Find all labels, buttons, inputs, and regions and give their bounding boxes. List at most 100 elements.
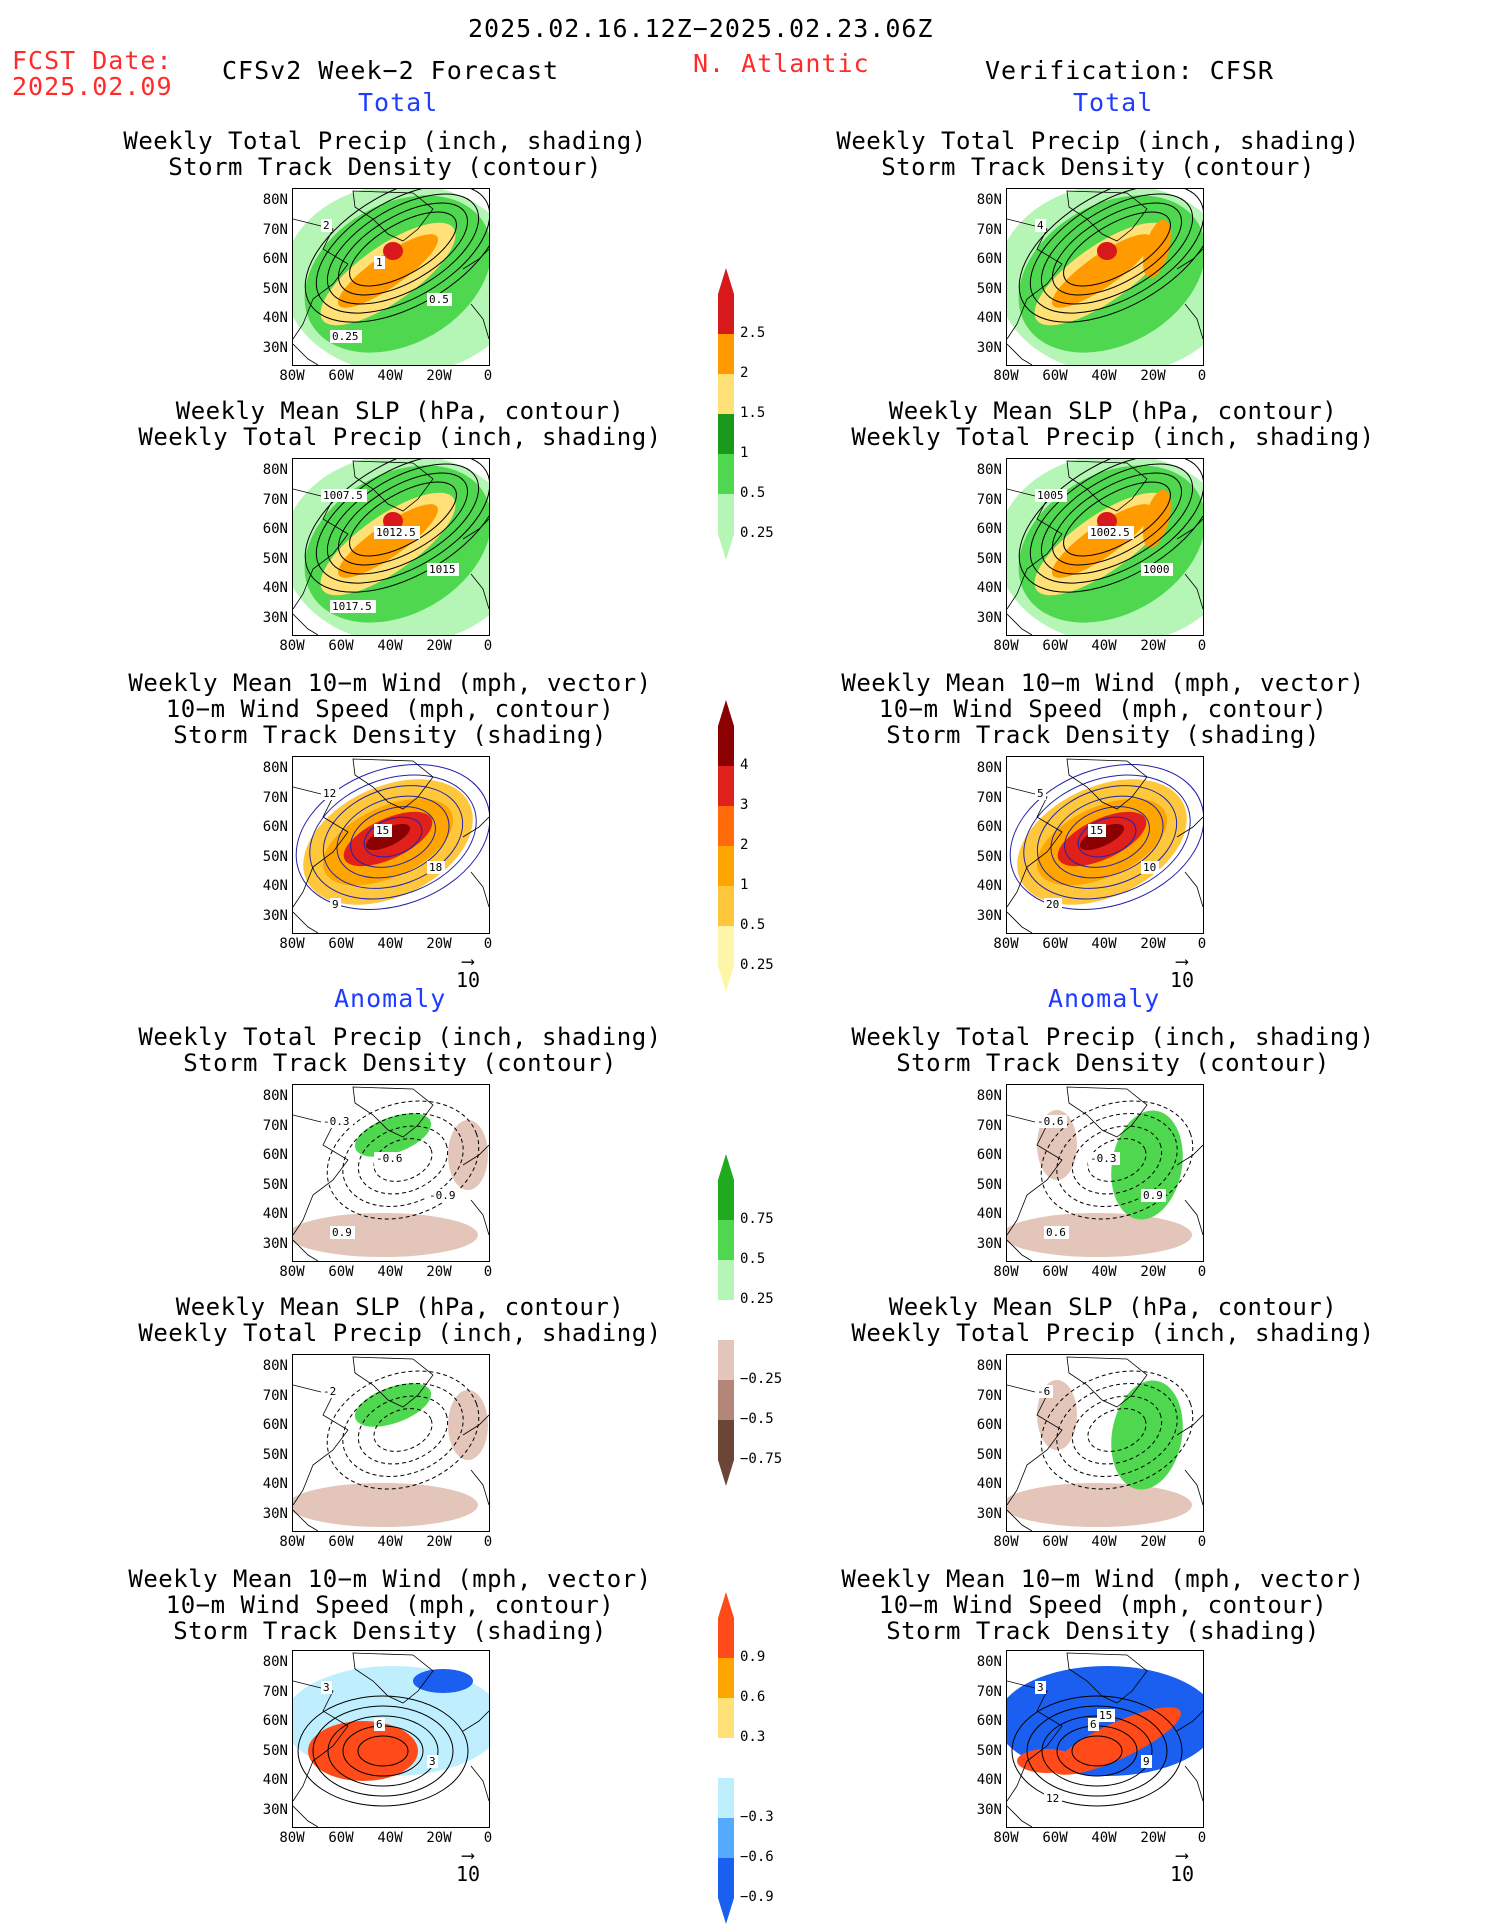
contour-label-bg [374, 1718, 385, 1731]
contour-label-bg [321, 1681, 332, 1694]
anom-track-extra [1017, 1749, 1077, 1773]
coastline-4 [293, 1239, 319, 1261]
arrow-right-icon: ⟶ [1176, 951, 1188, 972]
region-title: N. Atlantic [693, 49, 870, 78]
coastline-4 [1007, 1805, 1033, 1827]
wind-contour-3 [322, 785, 464, 889]
contour-label: -0.3 [323, 1115, 350, 1128]
coastline-2 [462, 1414, 489, 1436]
contour-label-bg [1088, 1152, 1120, 1165]
lat-tick-label: 60N [262, 251, 288, 267]
colorbar-segment [718, 1340, 734, 1380]
lat-tick-label: 70N [262, 789, 288, 806]
lat-tick-label: 30N [262, 339, 288, 356]
colorbar-label: 2 [740, 365, 749, 381]
anom-contour-2 [342, 1113, 464, 1207]
lat-tick-label: 30N [262, 1801, 288, 1818]
contour-label: 5 [1037, 787, 1044, 800]
lon-tick-label: 80W [279, 368, 305, 384]
lat-tick-label: 70N [262, 221, 288, 238]
lon-tick-label: 40W [1091, 368, 1117, 384]
lon-tick-label: 0 [483, 936, 493, 952]
colorbar-label: −0.25 [740, 1371, 783, 1387]
model-title: CFSv2 Week−2 Forecast [222, 56, 560, 85]
colorbar-segment [718, 926, 734, 966]
lat-tick-label: 40N [262, 580, 288, 596]
lon-tick-label: 60W [328, 368, 354, 384]
colorbar-label: 0.5 [740, 1251, 766, 1267]
lon-tick-label: 60W [1042, 638, 1068, 654]
contour-label-bg [1141, 861, 1159, 874]
coastline-3 [1184, 303, 1203, 340]
contour-label-bg [1044, 898, 1062, 911]
lon-tick-label: 40W [1091, 1534, 1117, 1550]
lon-tick-label: 60W [328, 936, 354, 952]
title-fc-total-precip: Weekly Total Precip (inch, shading) Storm… [123, 127, 647, 181]
lon-tick-label: 0 [483, 638, 493, 654]
vector-ref-label: 10 [455, 1862, 481, 1886]
lon-tick-label: 60W [328, 1264, 354, 1280]
contour-3 [315, 459, 489, 584]
anom-contour-1 [1071, 1395, 1163, 1465]
wind-contour-1 [1064, 806, 1150, 868]
map-panel-vf-anom-wind: 3 6 9 12 15 [1006, 1650, 1204, 1828]
section-total-left: Total [358, 88, 439, 117]
contour-3 [315, 189, 489, 314]
lat-tick-label: 40N [262, 878, 288, 894]
coastline-2 [1176, 518, 1203, 540]
lon-tick-label: 40W [1091, 1830, 1117, 1846]
colorbar-label: 0.3 [740, 1729, 766, 1745]
coastline-1 [1007, 1114, 1063, 1236]
map-panel-vf-total-wind: 5 15 10 20 [1006, 756, 1204, 934]
colorbar-label: 1.5 [740, 405, 766, 421]
coastline-0 [352, 1356, 434, 1408]
colorbar-label: 1 [740, 877, 749, 893]
contour-label: 1005 [1037, 489, 1064, 502]
vector-ref-label: 10 [1169, 968, 1195, 992]
contour-0 [349, 211, 457, 287]
lat-tick-label: 50N [262, 1446, 288, 1463]
coastline-3 [470, 871, 489, 908]
colorbar-label: 2.5 [740, 325, 766, 341]
colorbar-segment [718, 726, 734, 766]
lon-tick-label: 0 [1197, 1534, 1207, 1550]
contour-label: 1012.5 [376, 526, 416, 539]
map-panel-fc-anom-slp: -2 [292, 1354, 490, 1532]
colorbar-bottom-triangle [718, 966, 734, 992]
colorbar-top-triangle [718, 700, 734, 726]
contour-4 [1018, 189, 1203, 323]
coastline-3 [1184, 1199, 1203, 1236]
contour-label-bg [1035, 1681, 1046, 1694]
contour-label: 18 [429, 861, 442, 874]
lon-tick-label: 60W [328, 1534, 354, 1550]
coastline-3 [470, 303, 489, 340]
title-fc-anom-precip: Weekly Total Precip (inch, shading) Storm… [138, 1023, 662, 1077]
lat-tick-label: 30N [262, 907, 288, 924]
arrow-right-icon: ⟶ [1176, 1845, 1188, 1866]
map-canvas: 5 15 10 20 [1007, 758, 1203, 933]
contour-label-bg [374, 824, 392, 837]
lat-tick-label: 30N [262, 1505, 288, 1522]
lon-tick-label: 40W [377, 936, 403, 952]
wind-contour-2 [336, 795, 450, 879]
coastline-3 [470, 573, 489, 610]
coastline-2 [1176, 1710, 1203, 1732]
colorbar-segment [718, 454, 734, 494]
contour-0 [349, 481, 457, 557]
contour-1 [1052, 202, 1182, 296]
anom-contour-3 [326, 1100, 480, 1220]
colorbar-bottom-triangle [718, 534, 734, 560]
lat-tick-label: 60N [262, 1713, 288, 1729]
contour-3 [1029, 189, 1203, 314]
contour-label-bg [1141, 1189, 1166, 1202]
colorbar-label: 0.5 [740, 485, 766, 501]
coastline-1 [293, 488, 349, 610]
lon-tick-label: 20W [426, 1264, 452, 1280]
lat-tick-label: 70N [262, 1387, 288, 1404]
lon-tick-label: 80W [993, 638, 1019, 654]
coastline-4 [293, 1509, 319, 1531]
coastline-3 [1184, 1765, 1203, 1802]
lon-tick-label: 40W [377, 1830, 403, 1846]
contour-label-bg [1035, 1115, 1067, 1128]
map-canvas: 12 15 18 9 [293, 758, 489, 933]
